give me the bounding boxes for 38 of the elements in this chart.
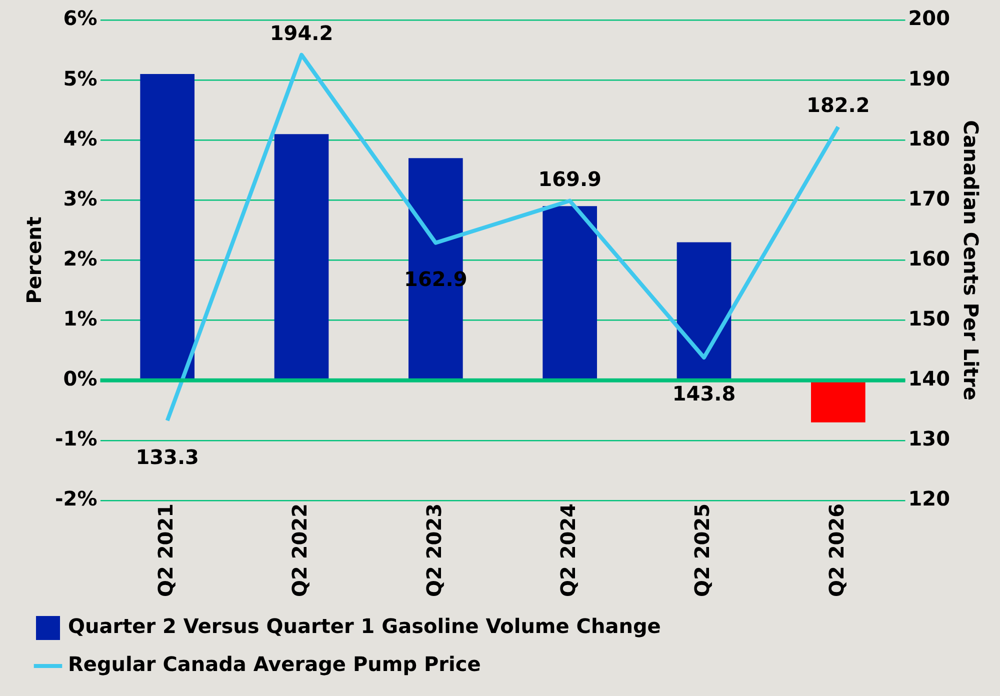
data-label: 169.9: [538, 166, 602, 191]
bar: [542, 206, 598, 380]
y-tick-label: 4%: [63, 126, 98, 150]
x-tick-label: Q2 2022: [288, 503, 312, 597]
x-tick-label: Q2 2021: [154, 503, 178, 597]
y-tick-label: 3%: [63, 186, 98, 210]
data-label: 133.3: [136, 444, 199, 469]
y-tick-label: 1%: [63, 306, 98, 330]
y-tick-label: 6%: [63, 6, 98, 30]
data-label: 143.8: [672, 382, 736, 406]
bar: [274, 134, 329, 380]
y-tick-label: 2%: [63, 246, 98, 270]
data-label: 194.2: [270, 21, 334, 46]
y-tick-label: 5%: [63, 66, 98, 90]
y2-tick-label: 180: [908, 126, 950, 150]
bar: [676, 242, 732, 380]
legend-label: Quarter 2 Versus Quarter 1 Gasoline Volume Change: [68, 614, 661, 638]
x-tick-label: Q2 2024: [556, 503, 580, 597]
legend-label: Regular Canada Average Pump Price: [68, 652, 481, 676]
x-tick-label: Q2 2023: [422, 503, 446, 597]
y2-axis-title: Canadian Cents Per Litre: [958, 120, 983, 400]
y-tick-label: -1%: [54, 426, 98, 451]
y2-tick-label: 200: [908, 6, 950, 30]
y2-tick-label: 160: [908, 246, 950, 270]
bar: [140, 74, 195, 380]
y-tick-label: -2%: [54, 486, 98, 511]
y-axis-title: Percent: [22, 216, 46, 304]
x-tick-label: Q2 2026: [824, 503, 848, 597]
y2-tick-label: 140: [908, 366, 950, 391]
y2-tick-label: 130: [908, 426, 950, 451]
y2-tick-label: 190: [908, 66, 950, 90]
y2-tick-label: 150: [908, 306, 950, 330]
y2-tick-label: 120: [908, 486, 950, 511]
data-label: 182.2: [806, 93, 870, 118]
x-tick-label: Q2 2025: [690, 503, 714, 597]
y2-tick-label: 170: [908, 186, 950, 210]
y-tick-label: 0%: [63, 366, 98, 391]
bar: [811, 380, 866, 422]
